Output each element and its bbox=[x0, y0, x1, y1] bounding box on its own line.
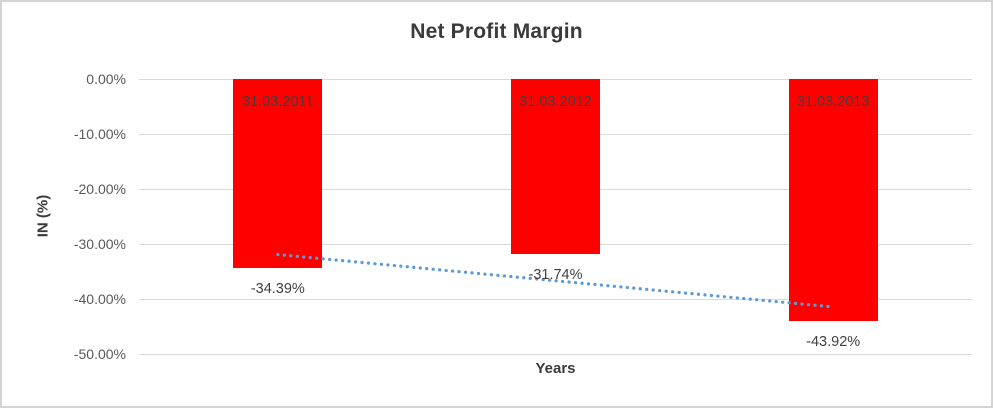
gridline bbox=[139, 298, 972, 300]
bar-value-label: -34.39% bbox=[250, 281, 305, 298]
x-axis-title: Years bbox=[535, 360, 576, 377]
bar-category-label: 31.03.2012 bbox=[519, 94, 592, 110]
trendline bbox=[276, 252, 835, 309]
y-tick-label: -50.00% bbox=[73, 346, 126, 362]
bar-category-label: 31.03.2011 bbox=[242, 94, 314, 110]
trendline-segment bbox=[276, 252, 835, 309]
bar-value-label: -43.92% bbox=[806, 333, 861, 350]
y-tick-label: -40.00% bbox=[73, 291, 126, 307]
bar-31.03.2011: 31.03.2011 bbox=[233, 79, 323, 269]
y-tick-label: 0.00% bbox=[86, 71, 126, 87]
chart-title: Net Profit Margin bbox=[410, 20, 583, 43]
y-tick-label: -30.00% bbox=[73, 236, 126, 252]
y-axis-title: IN (%) bbox=[34, 194, 52, 238]
bar-31.03.2012: 31.03.2012 bbox=[511, 79, 600, 254]
bar-value-label: -31.74% bbox=[528, 266, 583, 283]
bar-31.03.2013: 31.03.2013 bbox=[788, 79, 878, 321]
plot-area: 31.03.2011 -34.39% 31.03.2012 -31.74% 31.03.… bbox=[139, 78, 972, 355]
gridline bbox=[139, 353, 972, 355]
bar-category-label: 31.03.2013 bbox=[796, 94, 870, 110]
y-tick-label: -10.00% bbox=[73, 126, 126, 142]
y-tick-label: -20.00% bbox=[73, 181, 126, 197]
